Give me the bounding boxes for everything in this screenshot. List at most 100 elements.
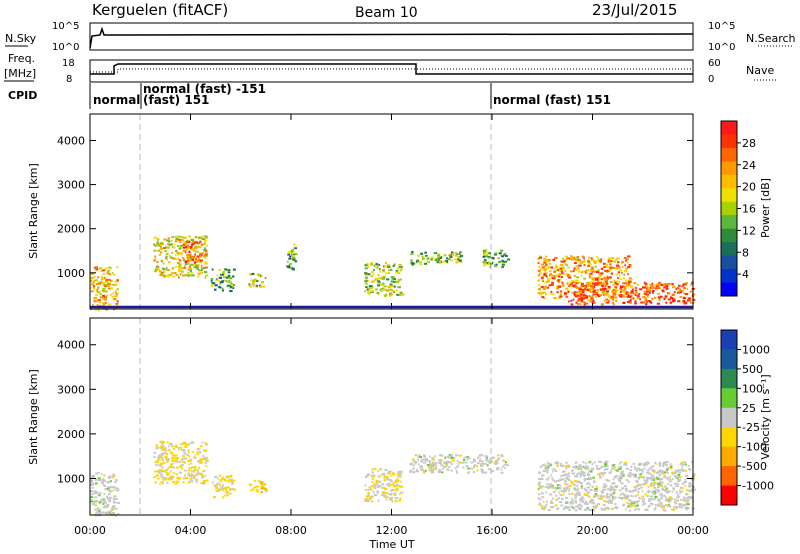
echo-cell	[378, 283, 382, 286]
echo-cell	[377, 280, 380, 283]
echo-cell	[538, 481, 542, 484]
echo-cell	[397, 470, 400, 473]
echo-cell	[195, 258, 197, 261]
echo-cell	[482, 255, 485, 258]
echo-cell	[690, 497, 693, 500]
echo-cell	[229, 277, 233, 280]
echo-cell	[170, 243, 173, 246]
echo-cell	[587, 299, 590, 302]
echo-cell	[377, 475, 380, 478]
echo-cell	[157, 269, 160, 271]
echo-cell	[506, 464, 509, 467]
echo-cell	[198, 246, 202, 249]
echo-cell	[169, 273, 172, 276]
echo-cell	[204, 235, 208, 238]
echo-cell	[627, 255, 631, 258]
echo-cell	[602, 284, 604, 287]
echo-cell	[399, 470, 403, 473]
echo-cell	[98, 501, 102, 504]
echo-cell	[204, 257, 207, 259]
echo-cell	[661, 289, 664, 292]
echo-cell	[559, 478, 563, 481]
echo-cell	[366, 500, 370, 503]
echo-cell	[574, 461, 577, 464]
echo-cell	[222, 489, 225, 492]
echo-cell	[606, 290, 609, 293]
echo-cell	[647, 486, 649, 489]
echo-cell	[678, 505, 682, 508]
echo-cell	[650, 466, 653, 469]
echo-cell	[610, 272, 614, 275]
echo-cell	[575, 282, 579, 285]
echo-cell	[204, 249, 208, 252]
echo-cell	[541, 496, 544, 499]
colorbar-tick-label: 24	[742, 159, 756, 172]
echo-cell	[115, 303, 119, 305]
echo-cell	[592, 291, 596, 294]
echo-cell	[399, 278, 402, 281]
echo-cell	[186, 476, 189, 479]
echo-cell	[102, 484, 105, 487]
echo-cell	[101, 275, 103, 278]
echo-cell	[548, 259, 551, 262]
echo-cell	[201, 252, 204, 255]
echo-cell	[377, 293, 380, 295]
echo-cell	[600, 282, 604, 285]
echo-cell	[427, 466, 431, 469]
echo-cell	[229, 489, 231, 491]
colorbar-swatch	[721, 215, 737, 230]
echo-cell	[674, 476, 677, 479]
echo-cell	[612, 303, 615, 306]
echo-cell	[576, 473, 578, 476]
echo-cell	[382, 270, 385, 273]
echo-cell	[556, 287, 559, 290]
echo-cell	[571, 506, 575, 509]
echo-cell	[575, 268, 579, 271]
echo-cell	[667, 497, 670, 500]
echo-cell	[645, 508, 649, 511]
echo-cell	[604, 269, 608, 272]
echo-cell	[409, 471, 412, 474]
echo-cell	[580, 499, 584, 502]
echo-cell	[506, 258, 511, 261]
echo-cell	[202, 454, 205, 457]
echo-cell	[673, 488, 675, 491]
echo-cell	[587, 260, 591, 263]
echo-cell	[179, 460, 181, 463]
echo-cell	[90, 290, 94, 293]
echo-cell	[666, 283, 670, 285]
echo-cell	[581, 289, 585, 292]
echo-cell	[398, 485, 401, 487]
echo-cell	[175, 466, 179, 469]
echo-cell	[551, 281, 554, 284]
echo-cell	[387, 290, 390, 292]
echo-cell	[184, 265, 186, 267]
echo-cell	[602, 288, 605, 291]
echo-cell	[177, 245, 180, 247]
echo-cell	[571, 291, 573, 294]
echo-cell	[579, 288, 582, 291]
echo-cell	[412, 471, 416, 474]
echo-cell	[577, 480, 581, 483]
echo-cell	[667, 490, 671, 493]
echo-cell	[383, 288, 387, 291]
echo-cell	[677, 495, 681, 498]
echo-cell	[116, 279, 119, 282]
echo-cell	[172, 456, 176, 459]
echo-cell	[659, 295, 663, 298]
echo-cell	[396, 270, 399, 273]
range-tick-label: 2000	[57, 428, 85, 441]
echo-cell	[666, 476, 669, 479]
echo-cell	[184, 474, 186, 477]
echo-cell	[595, 485, 598, 488]
echo-cell	[548, 266, 550, 269]
echo-cell	[491, 456, 495, 459]
echo-cell	[613, 476, 617, 479]
echo-cell	[594, 493, 597, 495]
echo-cell	[661, 506, 666, 509]
echo-cell	[211, 283, 214, 286]
echo-cell	[573, 267, 576, 270]
echo-cell	[546, 286, 549, 289]
echo-cell	[653, 481, 657, 484]
echo-cell	[642, 464, 646, 467]
